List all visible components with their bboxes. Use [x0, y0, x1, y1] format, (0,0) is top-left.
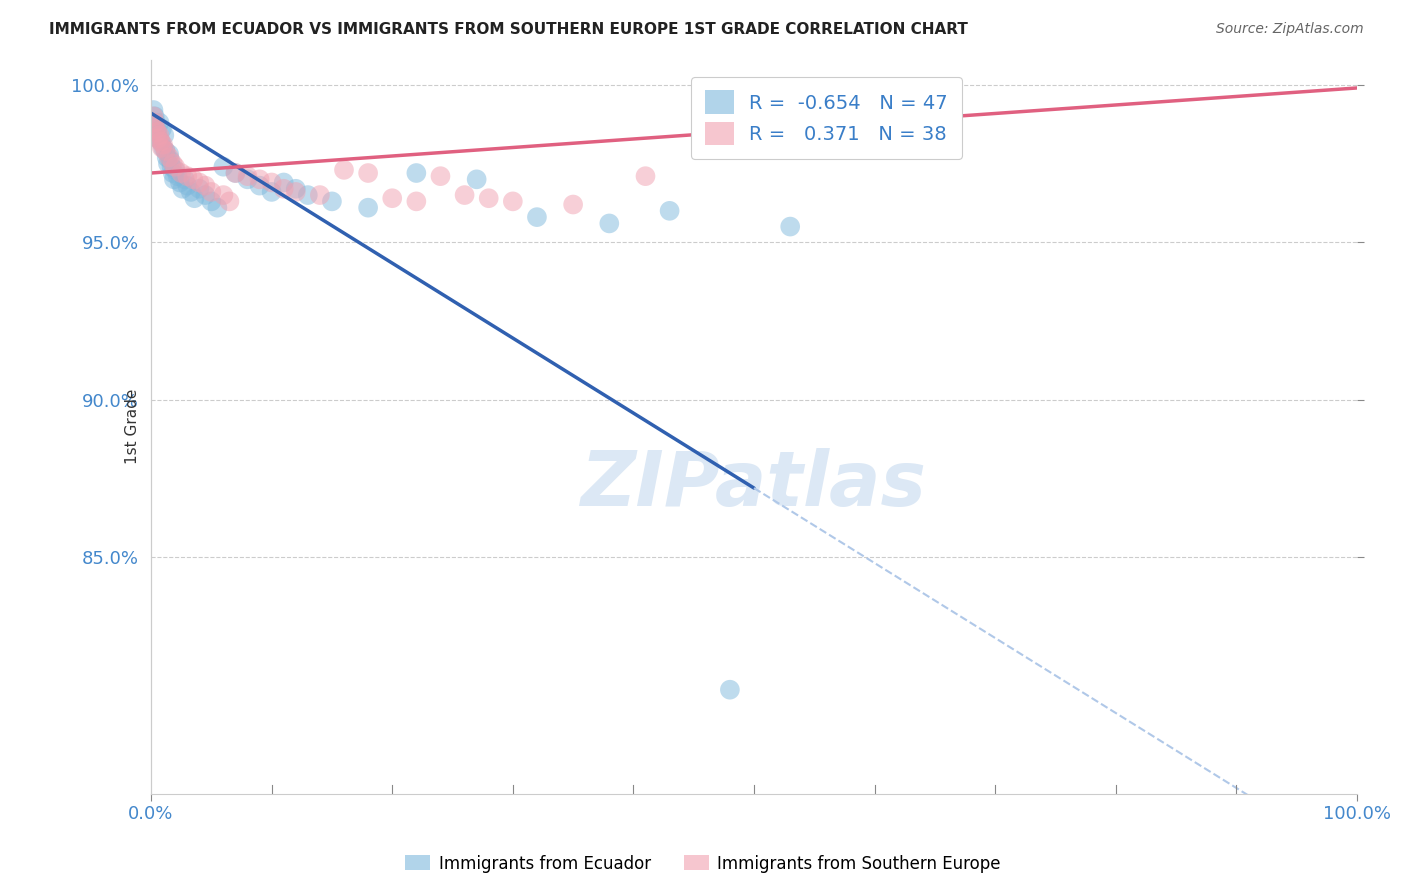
Point: [321, 194, 343, 209]
Point: [634, 169, 657, 183]
Point: [598, 216, 620, 230]
Point: [163, 172, 186, 186]
Point: [188, 176, 211, 190]
Point: [181, 172, 204, 186]
Point: [145, 115, 167, 129]
Legend: Immigrants from Ecuador, Immigrants from Southern Europe: Immigrants from Ecuador, Immigrants from…: [398, 848, 1008, 880]
Point: [562, 197, 585, 211]
Point: [658, 203, 681, 218]
Point: [502, 194, 524, 209]
Point: [260, 185, 283, 199]
Point: [478, 191, 501, 205]
Point: [357, 166, 380, 180]
Point: [150, 122, 173, 136]
Point: [146, 125, 169, 139]
Point: [148, 131, 170, 145]
Point: [176, 169, 198, 183]
Point: [157, 147, 180, 161]
Point: [153, 128, 176, 143]
Point: [236, 169, 259, 183]
Point: [260, 176, 283, 190]
Point: [149, 135, 172, 149]
Point: [224, 166, 246, 180]
Y-axis label: 1st Grade: 1st Grade: [125, 389, 141, 465]
Point: [142, 109, 165, 123]
Point: [526, 210, 548, 224]
Legend: R =  -0.654   N = 47, R =   0.371   N = 38: R = -0.654 N = 47, R = 0.371 N = 38: [692, 77, 962, 159]
Point: [249, 178, 271, 193]
Point: [150, 141, 173, 155]
Point: [381, 191, 404, 205]
Point: [143, 109, 166, 123]
Point: [405, 194, 427, 209]
Point: [148, 131, 170, 145]
Point: [405, 166, 427, 180]
Point: [465, 172, 488, 186]
Point: [218, 194, 240, 209]
Point: [333, 162, 356, 177]
Point: [142, 103, 165, 117]
Point: [224, 166, 246, 180]
Point: [718, 682, 741, 697]
Text: IMMIGRANTS FROM ECUADOR VS IMMIGRANTS FROM SOUTHERN EUROPE 1ST GRADE CORRELATION: IMMIGRANTS FROM ECUADOR VS IMMIGRANTS FR…: [49, 22, 969, 37]
Point: [284, 185, 307, 199]
Point: [166, 169, 188, 183]
Point: [155, 144, 177, 158]
Point: [194, 178, 217, 193]
Point: [162, 166, 184, 180]
Point: [159, 153, 181, 168]
Point: [273, 176, 295, 190]
Point: [236, 172, 259, 186]
Point: [170, 166, 193, 180]
Point: [180, 185, 202, 199]
Point: [212, 160, 235, 174]
Point: [176, 178, 198, 193]
Point: [249, 172, 271, 186]
Point: [297, 188, 319, 202]
Point: [149, 135, 172, 149]
Text: Source: ZipAtlas.com: Source: ZipAtlas.com: [1216, 22, 1364, 37]
Point: [160, 160, 183, 174]
Point: [273, 182, 295, 196]
Point: [157, 150, 180, 164]
Point: [212, 188, 235, 202]
Point: [194, 188, 217, 202]
Point: [172, 182, 194, 196]
Point: [156, 156, 179, 170]
Point: [173, 172, 195, 186]
Point: [165, 160, 187, 174]
Point: [143, 115, 166, 129]
Point: [309, 188, 332, 202]
Point: [188, 182, 211, 196]
Point: [200, 194, 222, 209]
Point: [145, 122, 167, 136]
Point: [207, 201, 229, 215]
Point: [429, 169, 451, 183]
Point: [162, 156, 184, 170]
Point: [152, 137, 174, 152]
Text: ZIPatlas: ZIPatlas: [581, 449, 927, 523]
Point: [453, 188, 475, 202]
Point: [152, 141, 174, 155]
Point: [357, 201, 380, 215]
Point: [148, 128, 170, 143]
Point: [183, 191, 205, 205]
Point: [169, 176, 191, 190]
Point: [165, 162, 187, 177]
Point: [156, 150, 179, 164]
Point: [148, 115, 170, 129]
Point: [779, 219, 801, 234]
Point: [146, 125, 169, 139]
Point: [284, 182, 307, 196]
Point: [155, 144, 177, 158]
Point: [200, 185, 222, 199]
